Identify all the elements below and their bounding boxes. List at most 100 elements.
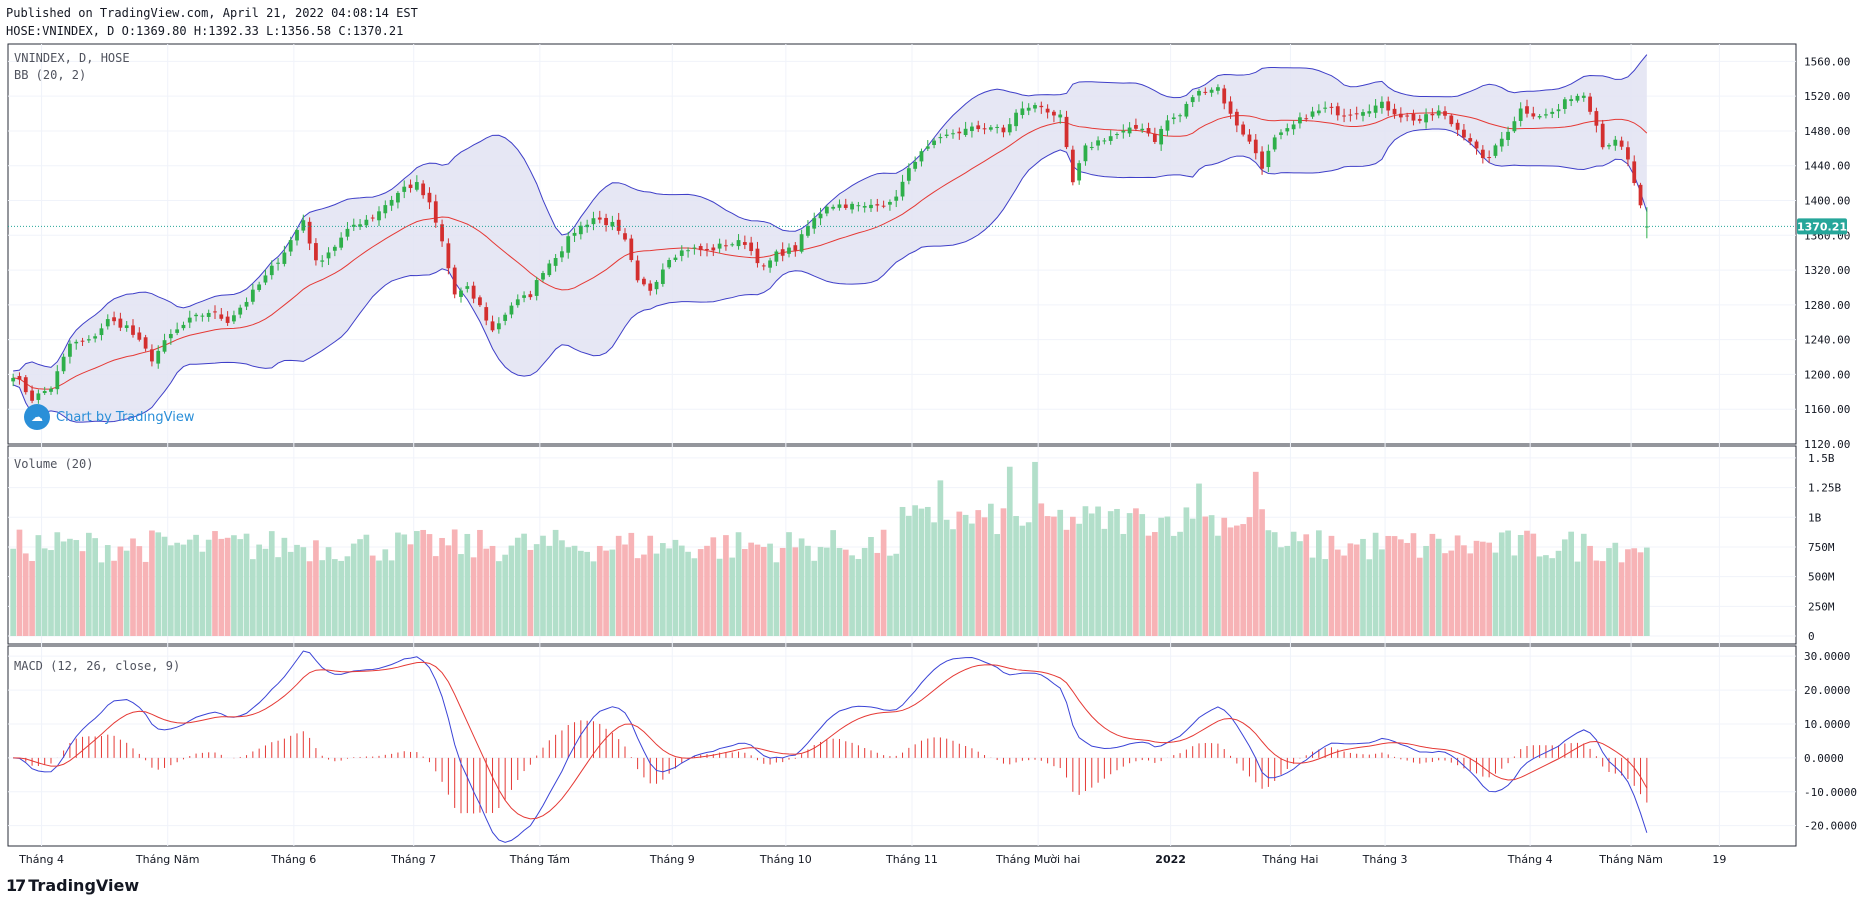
candle-body: [1361, 112, 1365, 116]
volume-bar: [754, 544, 761, 636]
volume-bar: [1486, 542, 1492, 636]
candle-body: [673, 257, 678, 260]
volume-bar: [950, 529, 956, 636]
volume-bar: [1568, 531, 1574, 636]
volume-bar: [73, 540, 80, 636]
tradingview-watermark[interactable]: ☁ Chart by TradingView: [24, 404, 194, 430]
volume-bar: [1372, 532, 1379, 636]
volume-bar: [811, 560, 818, 636]
candle-body: [263, 275, 268, 283]
candle-body: [572, 232, 577, 236]
candle-body: [503, 314, 508, 321]
volume-bar: [596, 545, 603, 636]
candle-body: [1045, 108, 1050, 113]
volume-bar: [735, 532, 742, 636]
candle-body: [332, 246, 337, 251]
price-tick-label: 1400.00: [1804, 195, 1850, 208]
volume-bar: [660, 543, 666, 636]
volume-bar: [483, 548, 490, 636]
tradingview-brand[interactable]: 17 TradingView: [6, 876, 139, 895]
time-tick-label: Tháng 4: [1507, 853, 1553, 866]
volume-bar: [155, 532, 162, 636]
volume-bar: [1070, 516, 1076, 636]
price-legend: VNINDEX, D, HOSE: [14, 51, 130, 65]
volume-bar: [256, 544, 262, 636]
candle-body: [433, 201, 438, 223]
candle-body: [824, 206, 829, 214]
candle-body: [616, 219, 621, 231]
volume-bar: [1334, 549, 1341, 636]
volume-bar: [10, 548, 16, 636]
volume-bar: [414, 531, 420, 636]
candle-body: [850, 203, 854, 210]
volume-bar: [432, 556, 439, 636]
volume-bar: [357, 539, 363, 636]
volume-bar: [363, 534, 370, 636]
candle-body: [1197, 90, 1201, 96]
candle-body: [23, 377, 28, 393]
candle-body: [1083, 145, 1088, 162]
candle-body: [692, 247, 697, 249]
macd-tick-label: -20.0000: [1804, 820, 1857, 833]
candle-body: [1134, 124, 1138, 129]
volume-bar: [1473, 540, 1480, 636]
candle-body: [269, 265, 274, 276]
volume-bar: [1385, 535, 1392, 636]
volume-bar: [1391, 536, 1398, 636]
time-tick-label: Tháng Mười hai: [995, 853, 1080, 866]
time-tick-label: Tháng Năm: [135, 853, 200, 866]
macd-line: [13, 650, 1648, 843]
volume-bar: [1366, 559, 1373, 636]
candle-body: [749, 242, 754, 252]
candle-body: [1449, 115, 1454, 125]
volume-bar: [830, 530, 836, 636]
candle-body: [793, 245, 798, 251]
volume-bar: [1612, 542, 1619, 636]
candle-body: [459, 290, 463, 297]
candle-body: [1544, 114, 1548, 116]
volume-bar: [1271, 532, 1278, 636]
volume-bar: [79, 551, 86, 636]
candle-body: [1222, 88, 1227, 104]
candle-body: [988, 127, 993, 130]
candle-body: [1398, 113, 1403, 118]
candle-body: [1512, 121, 1517, 132]
candle-body: [560, 251, 564, 258]
candle-body: [402, 186, 407, 192]
candle-body: [932, 140, 936, 146]
macd-legend: MACD (12, 26, close, 9): [14, 659, 180, 673]
volume-bar: [1631, 548, 1638, 636]
candle-body: [1499, 138, 1504, 147]
candle-body: [534, 280, 539, 296]
volume-bar: [615, 535, 622, 636]
volume-bar: [918, 508, 925, 636]
volume-bar: [691, 558, 698, 636]
volume-bar: [458, 554, 464, 636]
ohlc-line: HOSE:VNINDEX, D O:1369.80 H:1392.33 L:13…: [6, 24, 404, 38]
volume-bar: [1303, 534, 1310, 636]
candle-body: [660, 269, 665, 284]
volume-bar: [1360, 538, 1366, 636]
candle-body: [408, 184, 413, 189]
candle-body: [724, 245, 728, 247]
candle-body: [1291, 124, 1296, 130]
candle-body: [1411, 113, 1416, 121]
price-tick-label: 1440.00: [1804, 160, 1850, 173]
volume-bar: [924, 506, 931, 636]
candle-body: [1329, 106, 1334, 108]
volume-bar: [1599, 561, 1606, 636]
volume-bar: [514, 537, 521, 636]
candle-body: [427, 192, 432, 203]
candle-body: [856, 205, 861, 207]
macd-tick-label: 0.0000: [1804, 752, 1844, 765]
volume-bar: [1309, 557, 1316, 636]
candle-body: [478, 297, 482, 306]
candle-body: [1298, 117, 1302, 124]
volume-bar: [1593, 560, 1600, 636]
volume-bar: [893, 553, 900, 636]
volume-bar: [98, 562, 105, 636]
candle-body: [1102, 140, 1107, 142]
candle-body: [604, 217, 608, 226]
candle-body: [1039, 105, 1044, 108]
